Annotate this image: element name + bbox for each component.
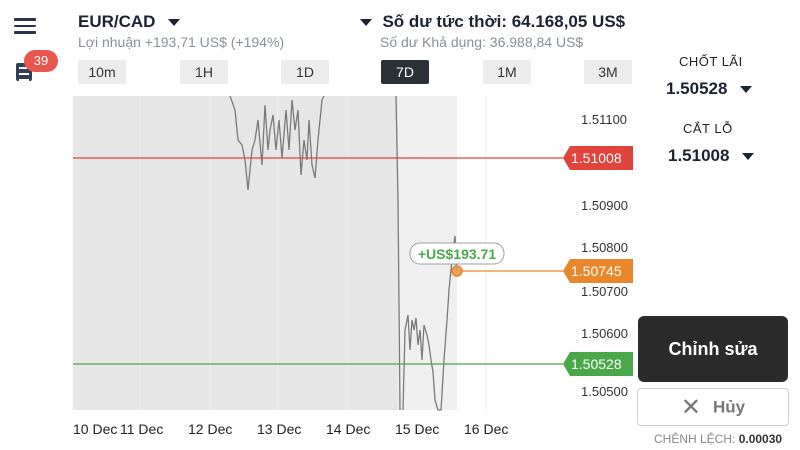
price-line-latest (402, 235, 458, 411)
instrument-selector[interactable]: EUR/CAD (78, 12, 180, 32)
instrument-name: EUR/CAD (78, 12, 156, 31)
tab-1d[interactable]: 1D (281, 60, 329, 84)
take-profit-title: CHỐT LÃI (679, 54, 743, 69)
y-tick: 1.50900 (581, 198, 628, 213)
menu-icon[interactable] (14, 14, 36, 38)
y-tick: 1.50500 (581, 384, 628, 399)
tab-1m[interactable]: 1M (483, 60, 531, 84)
available-balance: Số dư Khả dụng: 36.988,84 US$ (380, 34, 584, 50)
balance-label: Số dư tức thời: 64.168,05 US$ (382, 12, 626, 31)
take-profit-tag-label: 1.51008 (571, 150, 622, 166)
price-line-recent (395, 95, 401, 411)
y-tick: 1.50700 (581, 284, 628, 299)
y-tick: 1.50800 (581, 240, 628, 255)
chevron-down-icon (167, 19, 180, 27)
tab-3m[interactable]: 3M (584, 60, 632, 84)
profit-bubble: +US$193.71 (417, 246, 497, 262)
y-tick: 1.51100 (581, 112, 628, 127)
edit-button[interactable]: Chỉnh sửa (638, 316, 788, 382)
tab-10m[interactable]: 10m (78, 60, 126, 84)
tab-1h[interactable]: 1H (180, 60, 228, 84)
profit-text: Lợi nhuận +193,71 US$ (+194%) (78, 34, 285, 50)
y-tick: 1.50600 (581, 326, 628, 341)
current-price-tag: 1.50745 (563, 259, 633, 283)
balance-selector[interactable]: Số dư tức thời: 64.168,05 US$ (360, 12, 625, 32)
profit-bubble-bg (409, 242, 505, 265)
take-profit-tag[interactable]: 1.51008 (563, 146, 633, 170)
notification-badge: 39 (24, 50, 58, 72)
take-profit-value: 1.50528 (666, 79, 728, 98)
x-tick: 14 Dec (326, 421, 371, 437)
chevron-down-icon (360, 19, 372, 27)
cancel-button-label: Hủy (712, 397, 746, 417)
spread-info: CHÊNH LỆCH: 0.00030 (654, 432, 782, 446)
x-tick: 11 Dec (120, 421, 164, 437)
x-tick: 16 Dec (464, 421, 509, 437)
history-shade (73, 96, 398, 410)
stop-loss-selector[interactable]: 1.51008 (668, 146, 754, 166)
chevron-down-icon (741, 153, 754, 161)
tab-7d[interactable]: 7D (381, 60, 429, 84)
take-profit-selector[interactable]: 1.50528 (666, 79, 752, 99)
spread-value: 0.00030 (738, 432, 783, 446)
edit-button-label: Chỉnh sửa (668, 339, 758, 359)
stop-loss-title: CẮT LỖ (683, 121, 733, 136)
x-tick: 13 Dec (257, 421, 302, 437)
spread-label: CHÊNH LỆCH: (654, 432, 736, 446)
x-tick: 10 Dec (73, 421, 118, 437)
stop-loss-tag-label: 1.50528 (571, 356, 622, 372)
cancel-button[interactable]: ✕ Hủy (637, 388, 789, 426)
stop-loss-value: 1.51008 (668, 146, 730, 165)
current-price-tag-label: 1.50745 (571, 263, 622, 279)
close-icon: ✕ (680, 393, 701, 421)
chevron-down-icon (739, 86, 752, 94)
x-tick: 12 Dec (188, 421, 233, 437)
stop-loss-tag[interactable]: 1.50528 (563, 352, 633, 376)
x-tick: 15 Dec (395, 421, 440, 437)
